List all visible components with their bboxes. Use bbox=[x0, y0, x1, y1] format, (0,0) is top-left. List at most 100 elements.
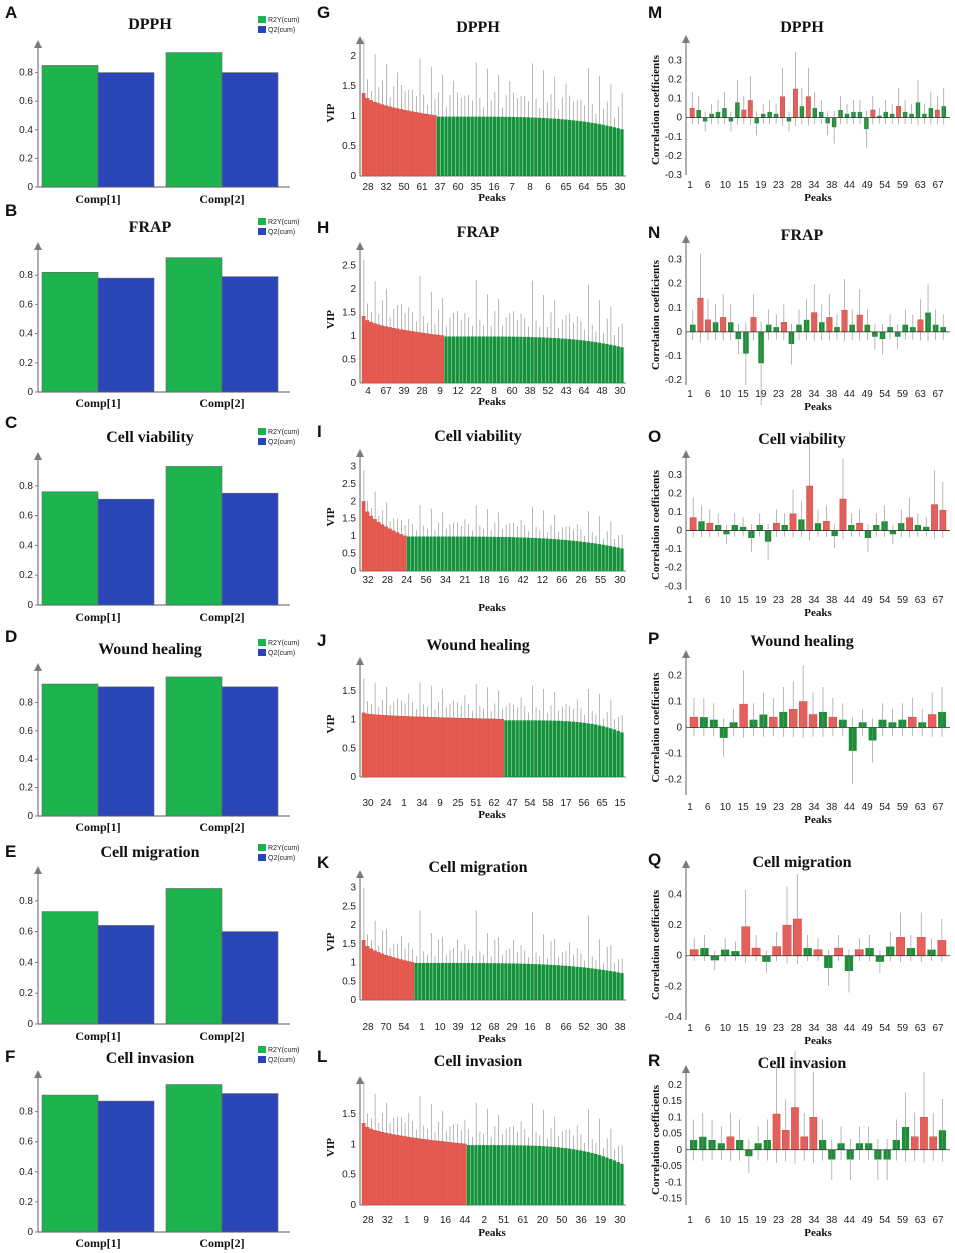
x-tick-label: 55 bbox=[595, 575, 607, 586]
x-tick-label: 39 bbox=[398, 386, 410, 397]
vip-bar bbox=[609, 546, 613, 571]
chart-title: Cell invasion bbox=[106, 1050, 195, 1067]
vip-bar-important bbox=[388, 956, 392, 1001]
vip-bar bbox=[616, 346, 620, 383]
vip-bar bbox=[470, 116, 474, 176]
panel-letter: F bbox=[5, 1047, 15, 1066]
vip-bar bbox=[444, 962, 448, 1000]
chart-title: Cell migration bbox=[752, 854, 851, 871]
vip-bar bbox=[567, 540, 572, 571]
x-tick-label: 1 bbox=[687, 595, 693, 606]
vip-bar bbox=[564, 338, 568, 383]
y-tick-label: 0.2 bbox=[19, 988, 33, 999]
vip-bar-important bbox=[395, 532, 400, 572]
x-tick-label: 9 bbox=[437, 798, 443, 809]
vip-bar bbox=[590, 723, 594, 777]
y-tick-label: 0 bbox=[676, 526, 682, 537]
x-tick-label: 39 bbox=[452, 1022, 464, 1033]
x-tick-label: 44 bbox=[844, 1023, 856, 1034]
vip-bar bbox=[466, 536, 471, 571]
vip-bar bbox=[463, 336, 467, 383]
vip-bar bbox=[519, 117, 523, 176]
r2y-bar bbox=[41, 683, 99, 817]
vip-bar-important bbox=[429, 114, 433, 177]
y-tick-label: 0.4 bbox=[19, 957, 33, 968]
vip-bar bbox=[504, 537, 508, 571]
x-tick-label: 67 bbox=[932, 802, 944, 813]
legend-swatch-q2 bbox=[258, 1056, 266, 1063]
vip-bar bbox=[620, 347, 624, 383]
vip-bar-important bbox=[410, 962, 415, 1001]
y-tick-label: 1.5 bbox=[342, 307, 356, 318]
vip-bar bbox=[575, 721, 579, 777]
vip-bar-important bbox=[380, 1131, 385, 1206]
x-tick-label: 23 bbox=[773, 1023, 785, 1034]
vip-bar bbox=[522, 963, 527, 1000]
vip-bar-important bbox=[470, 718, 475, 778]
panel-m: M DPPH -0.3 -0.2 -0.1 0 0.1 0.2 0.3 Correlation c… bbox=[648, 3, 950, 204]
vip-bar bbox=[485, 1145, 489, 1205]
vip-bar-important bbox=[410, 111, 415, 177]
vip-bar bbox=[418, 536, 422, 571]
x-tick-label: 70 bbox=[380, 1022, 392, 1033]
vip-bar bbox=[567, 966, 572, 1000]
vip-bar bbox=[601, 726, 605, 777]
x-tick-label: 1 bbox=[687, 802, 693, 813]
vip-bar-important bbox=[380, 325, 385, 384]
y-tick-label: 0 bbox=[27, 182, 33, 193]
vip-bar bbox=[493, 1145, 497, 1205]
vip-bar bbox=[433, 962, 437, 1000]
y-tick-label: 1 bbox=[350, 331, 356, 342]
vip-bar-important bbox=[369, 948, 373, 1001]
vip-bar bbox=[579, 722, 583, 777]
vip-bar bbox=[466, 336, 471, 383]
x-tick-label: 23 bbox=[773, 802, 785, 813]
vip-bar bbox=[515, 1145, 519, 1205]
y-tick-label: -0.2 bbox=[665, 151, 683, 162]
vip-bar bbox=[474, 536, 478, 571]
r2y-bar bbox=[41, 491, 99, 606]
x-axis-label: Peaks bbox=[478, 1227, 506, 1239]
vip-bar-important bbox=[373, 714, 377, 778]
vip-bar bbox=[507, 116, 512, 176]
x-tick-label: 64 bbox=[578, 182, 590, 193]
x-tick-label: 38 bbox=[826, 1023, 838, 1034]
x-tick-label: 44 bbox=[844, 595, 856, 606]
vip-bar-important bbox=[403, 109, 407, 177]
panel-letter: J bbox=[317, 631, 326, 650]
x-tick-label: 50 bbox=[398, 182, 410, 193]
x-tick-label: 47 bbox=[506, 798, 518, 809]
vip-bar bbox=[526, 963, 531, 1000]
vip-bar-important bbox=[440, 335, 445, 384]
vip-bar bbox=[455, 116, 459, 176]
y-tick-label: 1.5 bbox=[342, 939, 356, 950]
vip-bar-important bbox=[384, 715, 388, 778]
component-label: Comp[1] bbox=[75, 1029, 120, 1043]
vip-bar-important bbox=[440, 717, 445, 778]
vip-bar bbox=[579, 121, 583, 176]
vip-bar bbox=[534, 1145, 538, 1205]
vip-bar bbox=[541, 337, 545, 383]
vip-bar bbox=[616, 730, 620, 777]
q2-bar bbox=[221, 72, 279, 188]
vip-bar bbox=[448, 336, 452, 383]
vip-bar bbox=[507, 963, 512, 1000]
panel-f: F Cell invasion 0 0.2 0.4 0.6 0.8 Comp[1] Comp[2… bbox=[5, 1046, 300, 1250]
vip-bar bbox=[534, 117, 538, 176]
x-tick-label: 25 bbox=[452, 798, 464, 809]
vip-bar-important bbox=[365, 511, 370, 572]
x-tick-label: 34 bbox=[808, 802, 820, 813]
vip-bar-important bbox=[376, 521, 381, 572]
vip-bar bbox=[579, 340, 583, 383]
vip-bar bbox=[564, 540, 568, 571]
vip-bar bbox=[534, 964, 538, 1000]
y-tick-label: 0 bbox=[676, 723, 682, 734]
component-label: Comp[1] bbox=[75, 192, 120, 206]
vip-bar bbox=[526, 720, 531, 777]
vip-bar bbox=[601, 1156, 605, 1205]
vip-bar bbox=[530, 963, 534, 1000]
vip-bar bbox=[406, 536, 411, 571]
vip-bar bbox=[493, 536, 497, 571]
panel-i: I Cell viability 0 0.5 1 1.5 2 2.5 3 VIP 32 28 24 56 3… bbox=[317, 422, 626, 614]
x-tick-label: 54 bbox=[879, 595, 891, 606]
